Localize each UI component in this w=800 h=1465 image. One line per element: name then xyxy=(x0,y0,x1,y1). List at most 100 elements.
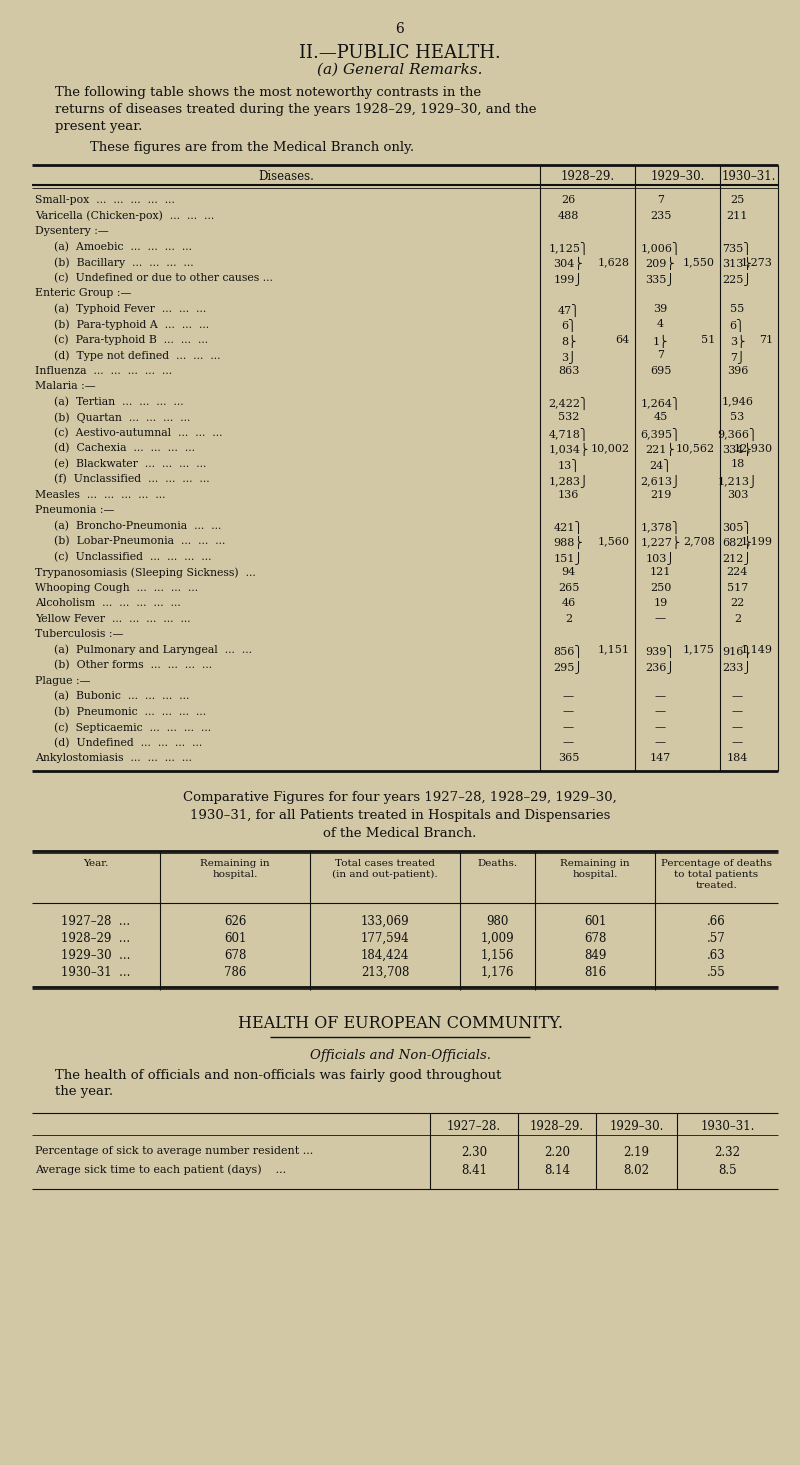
Text: 2.30: 2.30 xyxy=(461,1147,487,1159)
Text: 313⎬: 313⎬ xyxy=(722,256,752,270)
Text: 45: 45 xyxy=(654,412,668,422)
Text: 1,273: 1,273 xyxy=(741,256,773,267)
Text: 39: 39 xyxy=(654,303,668,314)
Text: 224: 224 xyxy=(726,567,748,577)
Text: 916⎫: 916⎫ xyxy=(722,645,752,658)
Text: 8.5: 8.5 xyxy=(718,1165,737,1178)
Text: 209⎬: 209⎬ xyxy=(646,256,675,270)
Text: —: — xyxy=(563,722,574,732)
Text: 3⎭: 3⎭ xyxy=(561,350,576,363)
Text: (a)  Broncho-Pneumonia  ...  ...: (a) Broncho-Pneumonia ... ... xyxy=(54,520,222,530)
Text: 532: 532 xyxy=(558,412,579,422)
Text: 233⎭: 233⎭ xyxy=(722,661,752,672)
Text: 12,930: 12,930 xyxy=(734,442,773,453)
Text: Influenza  ...  ...  ...  ...  ...: Influenza ... ... ... ... ... xyxy=(35,365,172,375)
Text: Year.: Year. xyxy=(83,858,109,867)
Text: II.—PUBLIC HEALTH.: II.—PUBLIC HEALTH. xyxy=(299,44,501,62)
Text: (c)  Para-typhoid B  ...  ...  ...: (c) Para-typhoid B ... ... ... xyxy=(54,334,208,346)
Text: (c)  Unclassified  ...  ...  ...  ...: (c) Unclassified ... ... ... ... xyxy=(54,551,211,561)
Text: Total cases treated: Total cases treated xyxy=(335,858,435,867)
Text: 1,176: 1,176 xyxy=(481,965,514,979)
Text: —: — xyxy=(563,737,574,747)
Text: 2.32: 2.32 xyxy=(714,1147,741,1159)
Text: 1,006⎫: 1,006⎫ xyxy=(640,242,681,255)
Text: (a) General Remarks.: (a) General Remarks. xyxy=(318,63,482,78)
Text: 1928–29  ...: 1928–29 ... xyxy=(62,932,130,945)
Text: 177,594: 177,594 xyxy=(361,932,410,945)
Text: 6: 6 xyxy=(396,22,404,37)
Text: 678: 678 xyxy=(584,932,606,945)
Text: 334⎬: 334⎬ xyxy=(722,442,752,456)
Text: Malaria :—: Malaria :— xyxy=(35,381,96,391)
Text: 8.02: 8.02 xyxy=(623,1165,650,1178)
Text: the year.: the year. xyxy=(55,1086,113,1099)
Text: —: — xyxy=(732,722,743,732)
Text: 103⎭: 103⎭ xyxy=(646,551,675,564)
Text: 1,034⎬: 1,034⎬ xyxy=(548,442,589,456)
Text: Enteric Group :—: Enteric Group :— xyxy=(35,289,131,297)
Text: —: — xyxy=(655,737,666,747)
Text: 1,199: 1,199 xyxy=(741,536,773,546)
Text: 517: 517 xyxy=(726,583,748,592)
Text: 1929–30  ...: 1929–30 ... xyxy=(62,948,130,961)
Text: 396: 396 xyxy=(726,365,748,375)
Text: 184,424: 184,424 xyxy=(361,948,409,961)
Text: 4,718⎫: 4,718⎫ xyxy=(548,428,589,441)
Text: Remaining in: Remaining in xyxy=(200,858,270,867)
Text: HEALTH OF EUROPEAN COMMUNITY.: HEALTH OF EUROPEAN COMMUNITY. xyxy=(238,1014,562,1031)
Text: (d)  Undefined  ...  ...  ...  ...: (d) Undefined ... ... ... ... xyxy=(54,737,202,747)
Text: (a)  Typhoid Fever  ...  ...  ...: (a) Typhoid Fever ... ... ... xyxy=(54,303,206,314)
Text: The following table shows the most noteworthy contrasts in the: The following table shows the most notew… xyxy=(55,86,481,100)
Text: hospital.: hospital. xyxy=(212,870,258,879)
Text: 682⎬: 682⎬ xyxy=(722,536,752,549)
Text: 304⎬: 304⎬ xyxy=(554,256,583,270)
Text: .63: .63 xyxy=(707,948,726,961)
Text: .57: .57 xyxy=(707,932,726,945)
Text: 121: 121 xyxy=(650,567,671,577)
Text: —: — xyxy=(732,691,743,700)
Text: 4: 4 xyxy=(657,319,664,330)
Text: 856⎫: 856⎫ xyxy=(554,645,583,658)
Text: Whooping Cough  ...  ...  ...  ...: Whooping Cough ... ... ... ... xyxy=(35,583,198,592)
Text: .66: .66 xyxy=(707,914,726,927)
Text: 988⎬: 988⎬ xyxy=(554,536,583,549)
Text: 2: 2 xyxy=(734,614,741,624)
Text: 7⎭: 7⎭ xyxy=(730,350,745,363)
Text: (in and out-patient).: (in and out-patient). xyxy=(332,870,438,879)
Text: Measles  ...  ...  ...  ...  ...: Measles ... ... ... ... ... xyxy=(35,489,166,500)
Text: 26: 26 xyxy=(562,195,576,205)
Text: —: — xyxy=(655,722,666,732)
Text: 212⎭: 212⎭ xyxy=(722,551,752,564)
Text: 10,562: 10,562 xyxy=(676,442,715,453)
Text: of the Medical Branch.: of the Medical Branch. xyxy=(323,826,477,839)
Text: 213,708: 213,708 xyxy=(361,965,409,979)
Text: Pneumonia :—: Pneumonia :— xyxy=(35,505,114,516)
Text: to total patients: to total patients xyxy=(674,870,758,879)
Text: 1,560: 1,560 xyxy=(598,536,630,546)
Text: (f)  Unclassified  ...  ...  ...  ...: (f) Unclassified ... ... ... ... xyxy=(54,475,210,485)
Text: (d)  Type not defined  ...  ...  ...: (d) Type not defined ... ... ... xyxy=(54,350,221,360)
Text: 51: 51 xyxy=(701,334,715,344)
Text: 13⎫: 13⎫ xyxy=(557,459,580,472)
Text: 1,264⎫: 1,264⎫ xyxy=(640,397,681,410)
Text: (d)  Cachexia  ...  ...  ...  ...: (d) Cachexia ... ... ... ... xyxy=(54,442,195,453)
Text: (a)  Amoebic  ...  ...  ...  ...: (a) Amoebic ... ... ... ... xyxy=(54,242,192,252)
Text: 2.20: 2.20 xyxy=(544,1147,570,1159)
Text: 47⎫: 47⎫ xyxy=(558,303,580,316)
Text: (b)  Quartan  ...  ...  ...  ...: (b) Quartan ... ... ... ... xyxy=(54,412,190,422)
Text: 786: 786 xyxy=(224,965,246,979)
Text: 365: 365 xyxy=(558,753,579,763)
Text: 64: 64 xyxy=(616,334,630,344)
Text: 199⎭: 199⎭ xyxy=(554,272,583,286)
Text: 735⎫: 735⎫ xyxy=(722,242,752,255)
Text: 1930–31, for all Patients treated in Hospitals and Dispensaries: 1930–31, for all Patients treated in Hos… xyxy=(190,809,610,822)
Text: —: — xyxy=(655,614,666,624)
Text: —: — xyxy=(732,737,743,747)
Text: 136: 136 xyxy=(558,489,579,500)
Text: 1929–30.: 1929–30. xyxy=(650,170,705,183)
Text: (c)  Aestivo-autumnal  ...  ...  ...: (c) Aestivo-autumnal ... ... ... xyxy=(54,428,222,438)
Text: 1,213⎭: 1,213⎭ xyxy=(718,475,758,486)
Text: Tuberculosis :—: Tuberculosis :— xyxy=(35,628,123,639)
Text: 2,708: 2,708 xyxy=(683,536,715,546)
Text: 9,366⎫: 9,366⎫ xyxy=(718,428,758,441)
